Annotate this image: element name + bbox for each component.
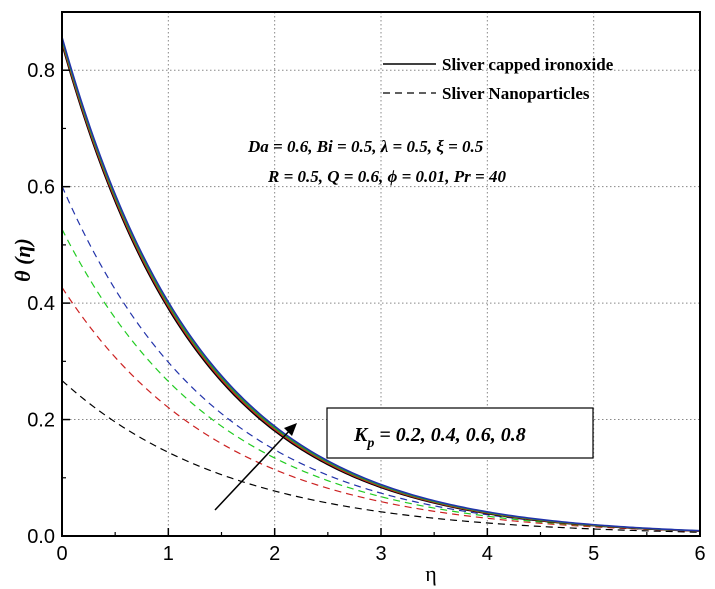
y-tick-label: 0.8: [27, 60, 55, 82]
svg-text:Kp = 0.2, 0.4, 0.6, 0.8: Kp = 0.2, 0.4, 0.6, 0.8: [353, 424, 526, 451]
y-axis-label: θ (η): [10, 238, 35, 282]
legend-label-dashed: Sliver Nanoparticles: [442, 84, 590, 103]
params-line-1: Da = 0.6, Bi = 0.5, λ = 0.5, ξ = 0.5: [247, 137, 484, 156]
x-tick-label: 4: [482, 543, 493, 565]
series-group: [61, 36, 701, 533]
x-tick-label: 6: [694, 543, 705, 565]
x-tick-label: 0: [56, 543, 67, 565]
y-tick-label: 0.0: [27, 526, 55, 548]
kp-annotation-box: [326, 407, 594, 459]
solid-series-line-3: [61, 36, 701, 532]
trend-arrow-head: [284, 423, 297, 436]
kp-symbol: K: [353, 424, 369, 446]
y-tick-label: 0.6: [27, 177, 55, 199]
y-tick-label: 0.2: [27, 410, 55, 432]
dashed-series-line-4: [61, 380, 701, 533]
legend: Sliver capped ironoxide Sliver Nanoparti…: [383, 55, 614, 103]
kp-values: = 0.2, 0.4, 0.6, 0.8: [374, 424, 525, 446]
x-tick-label: 3: [375, 543, 386, 565]
x-tick-label: 1: [163, 543, 174, 565]
axis-ticks: 0 1 2 3 4 5 6 0.0 0.2 0.4 0.6 0.8: [27, 60, 705, 565]
legend-label-solid: Sliver capped ironoxide: [442, 55, 614, 74]
dashed-series-line-6: [61, 228, 701, 532]
x-tick-label: 2: [269, 543, 280, 565]
dashed-series-line-5: [61, 287, 701, 532]
params-line-2: R = 0.5, Q = 0.6, ϕ = 0.01, Pr = 40: [267, 167, 506, 186]
kp-annotation-text: Kp = 0.2, 0.4, 0.6, 0.8: [353, 424, 526, 451]
y-tick-label: 0.4: [27, 293, 55, 315]
x-tick-label: 5: [588, 543, 599, 565]
kp-subscript: p: [366, 436, 374, 451]
trend-arrow: [214, 423, 297, 511]
x-axis-label: η: [425, 561, 437, 586]
